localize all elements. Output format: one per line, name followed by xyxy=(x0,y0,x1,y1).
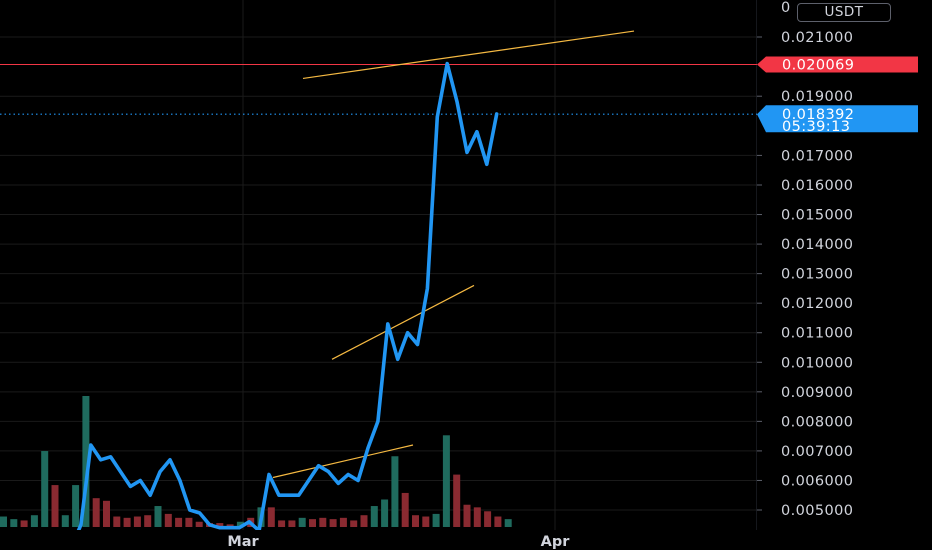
price-tick-label: 0.015000 xyxy=(781,208,853,224)
trendline[interactable] xyxy=(272,444,414,479)
price-tick-label: 0.010000 xyxy=(781,355,853,371)
volume-bar xyxy=(339,517,347,527)
price-tick-label: 0.017000 xyxy=(781,148,853,164)
volume-bar xyxy=(391,456,399,527)
price-line xyxy=(69,61,499,550)
time-tick-label: Apr xyxy=(541,534,571,550)
volume-bar xyxy=(175,517,183,527)
volume-bar xyxy=(30,515,38,527)
volume-bar xyxy=(350,520,358,527)
price-levels xyxy=(0,64,757,115)
volume-bar xyxy=(329,519,337,527)
volume-bar xyxy=(309,519,316,527)
volume-bar xyxy=(154,506,162,527)
trendlines[interactable] xyxy=(272,30,635,479)
volume-bar xyxy=(195,521,203,527)
volume-bar xyxy=(298,517,306,527)
volume-bar xyxy=(267,507,275,527)
volume-bar xyxy=(82,396,90,527)
price-tick-label: 0.012000 xyxy=(781,296,853,312)
volume-bar xyxy=(185,517,193,527)
volume-bar xyxy=(442,435,450,527)
volume-bars xyxy=(0,396,512,527)
volume-bar xyxy=(51,485,59,527)
trendline[interactable] xyxy=(331,284,475,360)
volume-bar xyxy=(226,524,234,527)
volume-bar xyxy=(360,515,368,527)
volume-bar xyxy=(41,451,49,527)
price-tick-label: 0.006000 xyxy=(781,473,853,489)
time-axis-panel xyxy=(0,530,932,550)
volume-bar xyxy=(473,507,481,527)
price-series xyxy=(69,61,499,550)
price-axis-panel[interactable] xyxy=(757,0,932,530)
volume-bar xyxy=(494,516,502,527)
volume-bar xyxy=(278,520,286,527)
volume-bar xyxy=(10,519,18,527)
volume-bar xyxy=(61,515,69,527)
volume-bar xyxy=(422,516,430,527)
time-axis[interactable]: Mar Apr xyxy=(0,530,932,550)
price-axis[interactable]: 0.021000 0.019000 0.017000 0.016000 0.015000… xyxy=(757,0,853,519)
price-tick-label: 0.005000 xyxy=(781,503,853,519)
volume-bar xyxy=(144,515,152,527)
volume-bar xyxy=(463,504,471,527)
volume-bar xyxy=(432,513,440,527)
price-tick-label: 0.016000 xyxy=(781,178,853,194)
volume-bar xyxy=(453,474,461,527)
price-tick-label: 0.009000 xyxy=(781,385,853,401)
currency-selector[interactable]: USDT xyxy=(797,3,891,22)
volume-bar xyxy=(504,519,512,527)
volume-bar xyxy=(236,521,244,527)
volume-bar xyxy=(216,523,224,527)
price-tick-label: 0.008000 xyxy=(781,414,853,430)
volume-bar xyxy=(370,506,378,527)
volume-bar xyxy=(319,517,327,527)
volume-bar xyxy=(103,500,110,527)
volume-bar xyxy=(401,492,409,527)
volume-bar xyxy=(72,485,80,527)
price-tick-label: 0.021000 xyxy=(781,30,853,46)
volume-bar xyxy=(381,499,389,527)
volume-bar xyxy=(164,513,172,527)
time-tick-label: Mar xyxy=(227,534,259,550)
price-tick-label: 0.007000 xyxy=(781,444,853,460)
volume-bar xyxy=(123,517,131,527)
volume-bar xyxy=(484,511,492,527)
resistance-price-label: 0.020069 xyxy=(782,58,854,74)
price-tick-label: 0 xyxy=(781,0,791,16)
resistance-price-tag xyxy=(757,56,918,73)
last-price-label: 0.018392 xyxy=(782,107,854,123)
volume-bar xyxy=(133,516,141,527)
price-tick-label: 0.013000 xyxy=(781,267,853,283)
volume-bar xyxy=(412,515,419,527)
volume-bar xyxy=(288,520,296,527)
price-tick-label: 0.019000 xyxy=(781,89,853,105)
trendline[interactable] xyxy=(302,30,635,80)
price-tick-label: 0.011000 xyxy=(781,326,853,342)
volume-bar xyxy=(92,498,100,527)
volume-bar xyxy=(0,516,7,527)
volume-bar xyxy=(20,520,28,527)
price-tick-label: 0.014000 xyxy=(781,237,853,253)
chart-grid xyxy=(0,0,758,530)
last-price-tag xyxy=(757,105,918,133)
countdown-label: 05:39:13 xyxy=(782,119,850,135)
volume-bar xyxy=(113,516,121,527)
